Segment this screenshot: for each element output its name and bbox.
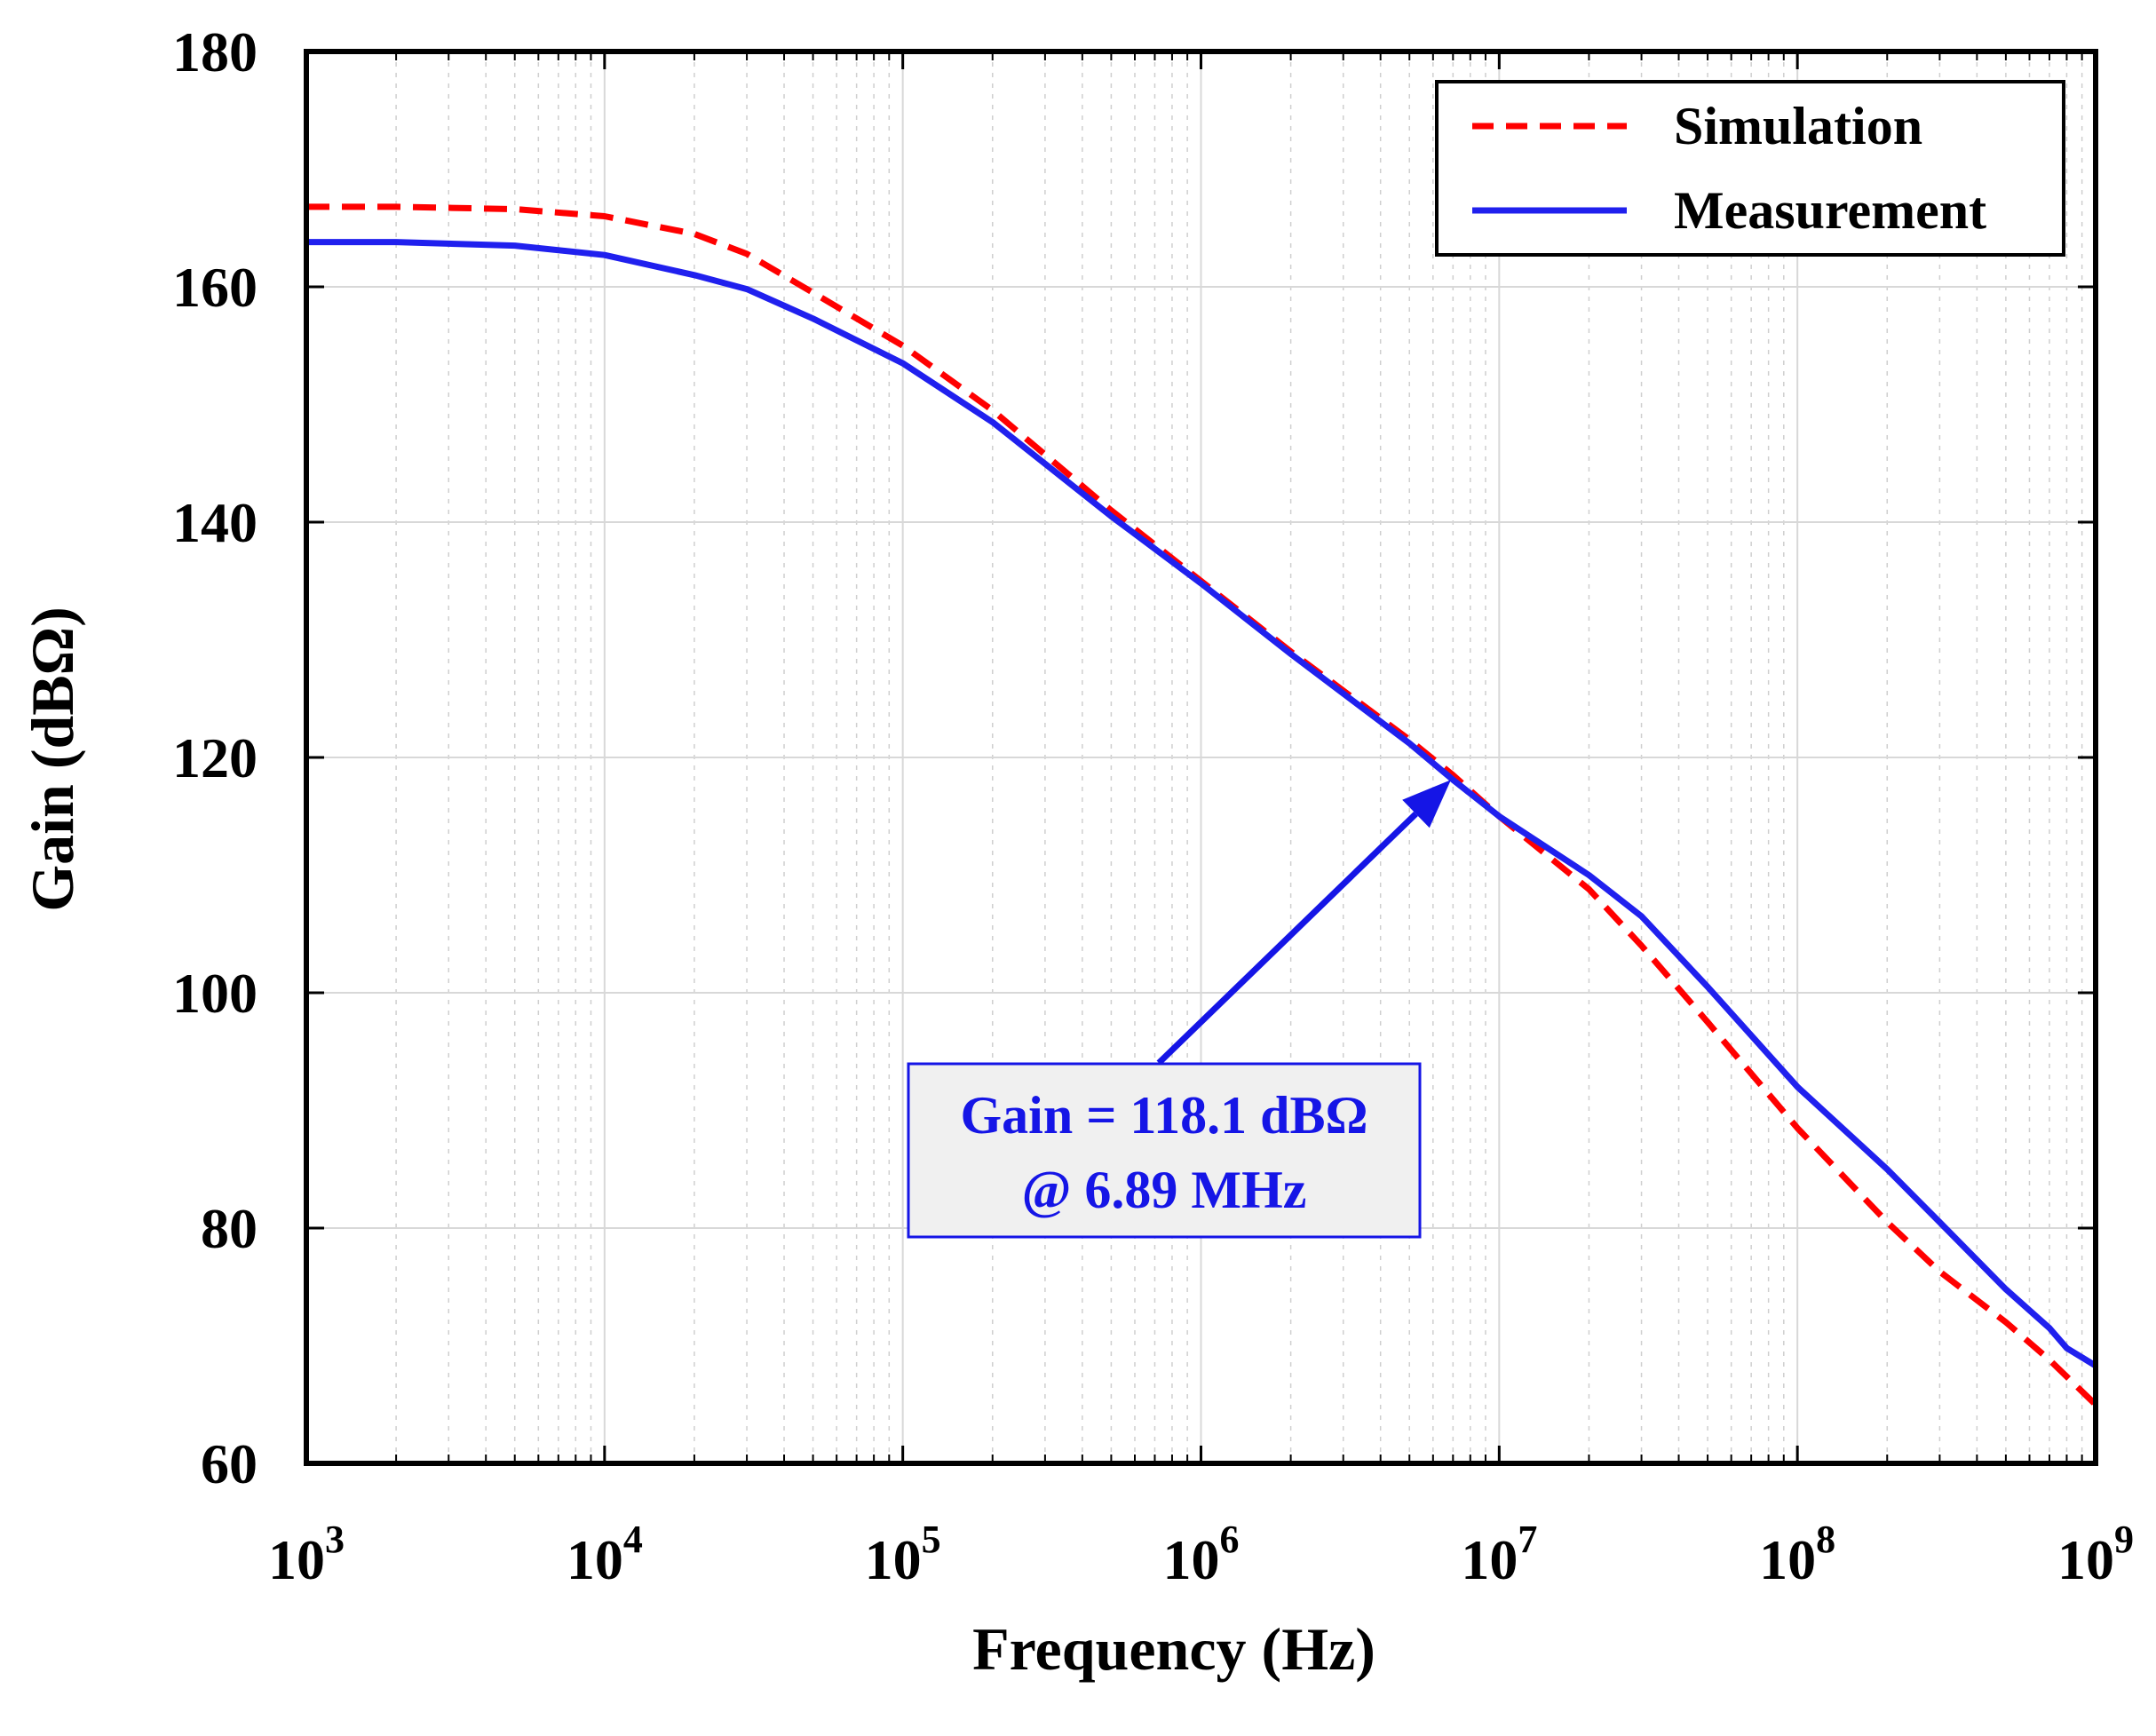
y-tick-label: 120	[172, 726, 258, 789]
annotation-line-2: @ 6.89 MHz	[1022, 1161, 1307, 1219]
x-tick-labels: 103 104 105 106 107 108 109	[268, 1518, 2134, 1591]
series-line-measurement	[306, 239, 2097, 1368]
annotation-arrow-head	[1402, 780, 1451, 828]
y-tick-label: 140	[172, 491, 258, 554]
y-tick-label: 160	[172, 256, 258, 319]
y-tick-labels: 60 80 100 120 140 160 180	[172, 20, 258, 1495]
annotation-box	[907, 1062, 1422, 1239]
data-series	[306, 203, 2098, 1407]
legend-simulation-label: Simulation	[1674, 97, 1922, 155]
x-tick-label: 109	[2057, 1518, 2134, 1591]
gain-annotation: Gain = 118.1 dBΩ @ 6.89 MHz	[907, 780, 1451, 1239]
plot-area-frame	[304, 49, 2098, 1466]
x-tick-label: 107	[1461, 1518, 1537, 1591]
legend-measurement-label: Measurement	[1674, 181, 1986, 240]
y-tick-label: 100	[172, 962, 258, 1025]
legend-box	[1435, 80, 2065, 257]
x-tick-label: 106	[1163, 1518, 1240, 1591]
legend: Simulation Measurement	[1435, 80, 2065, 257]
y-tick-label: 80	[201, 1197, 258, 1260]
x-axis-title: Frequency (Hz)	[972, 1615, 1375, 1683]
y-tick-label: 60	[201, 1432, 258, 1495]
y-tick-label: 180	[172, 20, 258, 83]
annotation-arrow	[1156, 811, 1418, 1066]
annotation-line-1: Gain = 118.1 dBΩ	[960, 1086, 1367, 1145]
x-tick-label: 103	[268, 1518, 345, 1591]
series-line-simulation	[306, 203, 2098, 1407]
x-tick-label: 105	[865, 1518, 941, 1591]
x-tick-label: 104	[567, 1518, 643, 1591]
y-axis-title: Gain (dBΩ)	[19, 606, 86, 912]
x-tick-label: 108	[1759, 1518, 1835, 1591]
